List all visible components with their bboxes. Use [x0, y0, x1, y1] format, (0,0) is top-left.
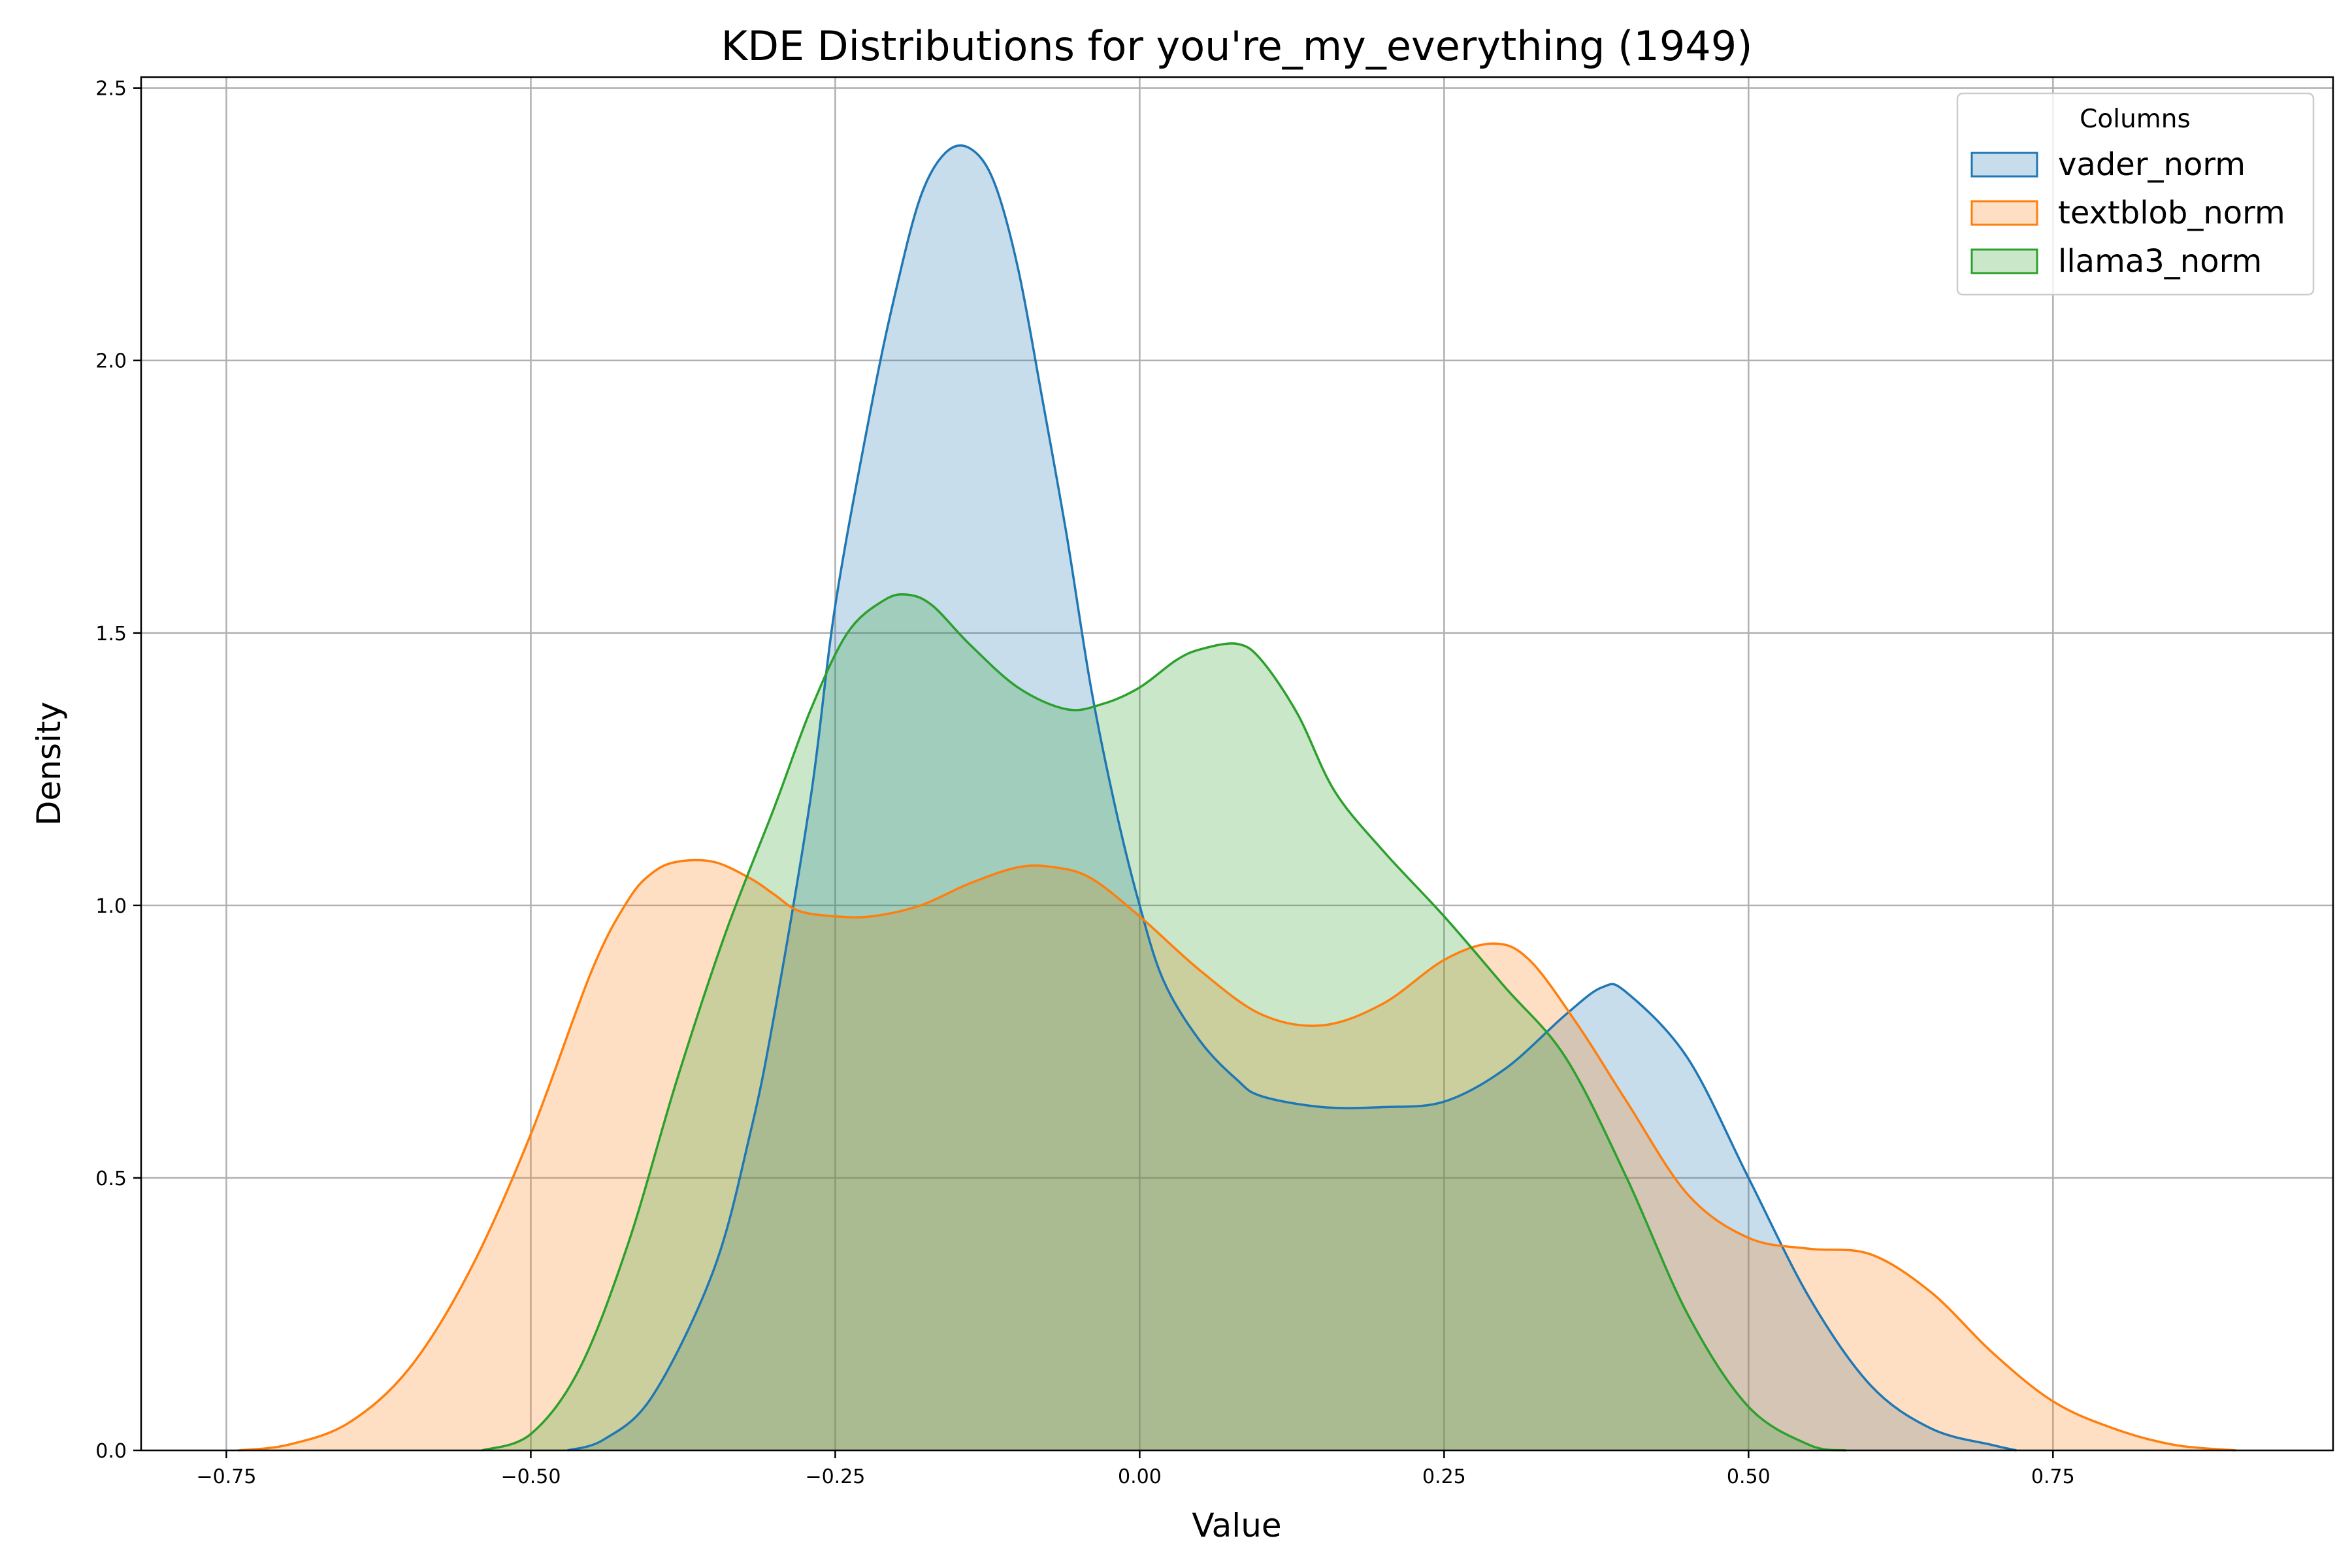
legend-label-textblob_norm: textblob_norm [2058, 195, 2285, 231]
y-tick-label: 0.5 [95, 1168, 127, 1190]
legend-swatch-textblob_norm [1970, 200, 2038, 226]
legend-label-llama3_norm: llama3_norm [2058, 243, 2262, 280]
legend-box [1956, 92, 2315, 296]
series-layer [238, 144, 2236, 1452]
y-tick-label: 2.5 [95, 78, 127, 101]
x-tick-label: −0.50 [500, 1465, 561, 1488]
tick-layer: −0.75 −0.50 −0.25 0.00 0.25 0.50 0.75 0.0 0.5 1.0… [95, 78, 2074, 1488]
x-tick-label: −0.75 [197, 1465, 257, 1488]
y-tick-label: 1.5 [95, 623, 127, 645]
series-area-textblob_norm [238, 860, 2236, 1450]
plot-frame [140, 76, 2334, 1452]
series-line-llama3_norm [482, 593, 1846, 1452]
series-area-llama3_norm [482, 594, 1846, 1450]
legend-swatch-vader_norm [1970, 152, 2038, 178]
legend-items: vader_norm textblob_norm llama3_norm [1970, 146, 2285, 280]
series-line-textblob_norm [238, 858, 2236, 1452]
y-axis-title: Density [30, 702, 68, 826]
x-tick-label: 0.00 [1118, 1465, 1162, 1488]
series-line-vader_norm [566, 144, 2017, 1452]
x-tick-label: 0.50 [1727, 1465, 1771, 1488]
y-tick-label: 2.0 [95, 350, 127, 373]
legend: Columns vader_norm textblob_norm llama3_no… [1956, 92, 2315, 296]
legend-label-vader_norm: vader_norm [2058, 146, 2246, 183]
legend-swatch-llama3_norm [1970, 248, 2038, 274]
x-tick-label: 0.75 [2031, 1465, 2075, 1488]
x-axis-title: Value [1192, 1507, 1281, 1544]
x-tick-label: 0.25 [1422, 1465, 1466, 1488]
chart-title: KDE Distributions for you're_my_everythi… [721, 22, 1753, 70]
y-tick-label: 1.0 [95, 895, 127, 918]
series-area-vader_norm [567, 145, 2017, 1451]
legend-title: Columns [2080, 105, 2191, 134]
x-tick-label: −0.25 [805, 1465, 865, 1488]
y-tick-label: 0.0 [95, 1440, 127, 1463]
